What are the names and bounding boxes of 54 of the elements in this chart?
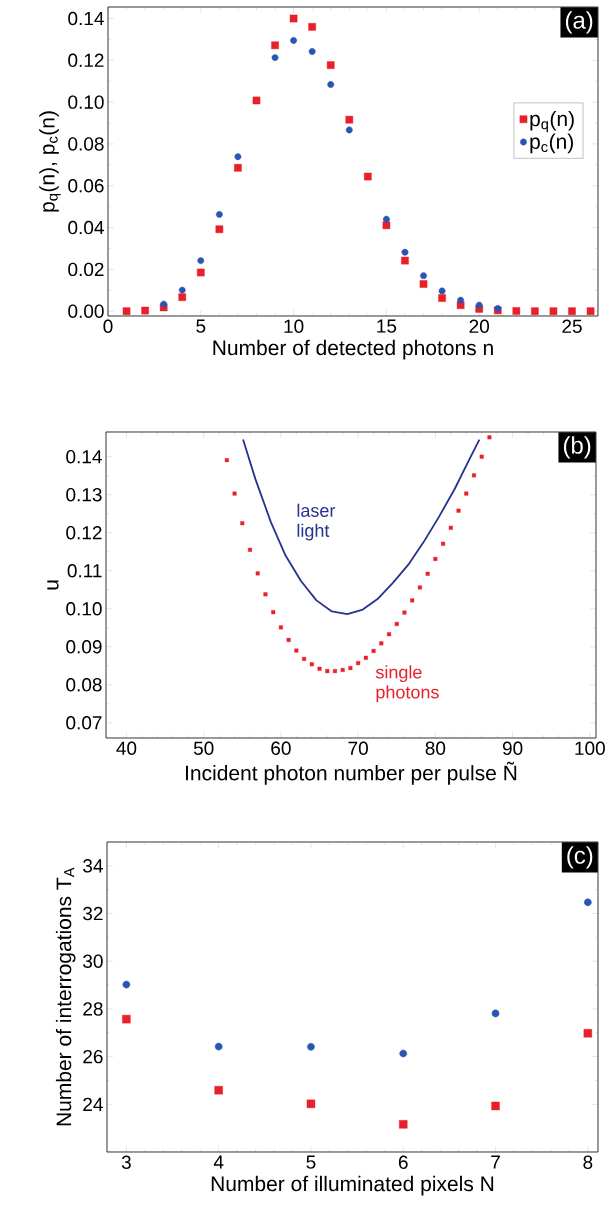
x-tick-label: 3 [121,1155,131,1169]
x-tick-label: 60 [271,741,291,755]
y-tick-label: 0.09 [66,640,102,654]
y-tick-label: 0.02 [68,262,104,277]
y-tick-label: 0.11 [67,564,102,578]
y-tick-label: 0.00 [68,304,104,318]
legend-label: p$_{c}$(n) [530,133,573,154]
series-label: single photons [375,665,439,703]
y-tick-label: 24 [83,1097,103,1111]
x-tick-label: 20 [469,319,490,333]
x-tick-label: 7 [491,1155,500,1169]
x-tick-label: 15 [377,319,397,333]
annotation: (c) [567,846,593,869]
y-tick-label: 0.08 [66,678,102,692]
y-tick-label: 0.07 [66,716,102,730]
x-tick-label: 80 [425,741,446,755]
y-axis-title: u [47,580,59,590]
y-axis-title: Number of interrogations T$_{A}$ [55,867,76,1126]
annotation: (a) [565,11,593,34]
annotation: (b) [563,436,591,459]
y-tick-label: 34 [83,859,103,873]
x-axis-title: Incident photon number per pulse Ñ [186,761,517,785]
x-tick-label: 0 [103,319,113,333]
y-axis-title: p$_{q}$(n), p$_{c}$(n) [39,111,61,212]
y-tick-label: 0.06 [68,179,104,193]
x-tick-label: 10 [284,319,304,333]
x-tick-label: 5 [196,319,206,333]
x-tick-label: 4 [213,1155,224,1169]
y-tick-label: 28 [83,1002,103,1016]
y-tick-label: 0.08 [68,137,104,151]
y-tick-label: 0.14 [66,449,102,464]
x-tick-label: 40 [116,741,137,755]
y-tick-label: 0.04 [68,220,104,235]
x-tick-label: 5 [306,1155,316,1169]
y-tick-label: 30 [83,954,103,968]
x-tick-label: 8 [583,1155,593,1169]
legend-label: p$_{q}$(n) [530,110,574,133]
x-axis-title: Number of illuminated pixels N [211,1175,494,1196]
y-tick-label: 0.14 [68,11,104,26]
x-axis-title: Number of detected photons n [213,339,493,360]
x-tick-label: 70 [348,741,368,755]
x-tick-label: 90 [502,741,523,755]
x-tick-label: 6 [398,1155,408,1169]
y-tick-label: 0.12 [66,526,102,540]
y-tick-label: 0.13 [66,487,102,502]
x-tick-label: 50 [193,741,214,755]
y-tick-label: 0.10 [68,95,104,109]
y-tick-label: 0.12 [68,53,104,68]
x-tick-label: 100 [575,741,605,755]
y-tick-label: 32 [83,906,103,921]
x-tick-label: 25 [562,319,582,333]
y-tick-label: 26 [83,1049,103,1064]
series-label: laser light [297,503,336,541]
y-tick-label: 0.10 [66,602,102,616]
